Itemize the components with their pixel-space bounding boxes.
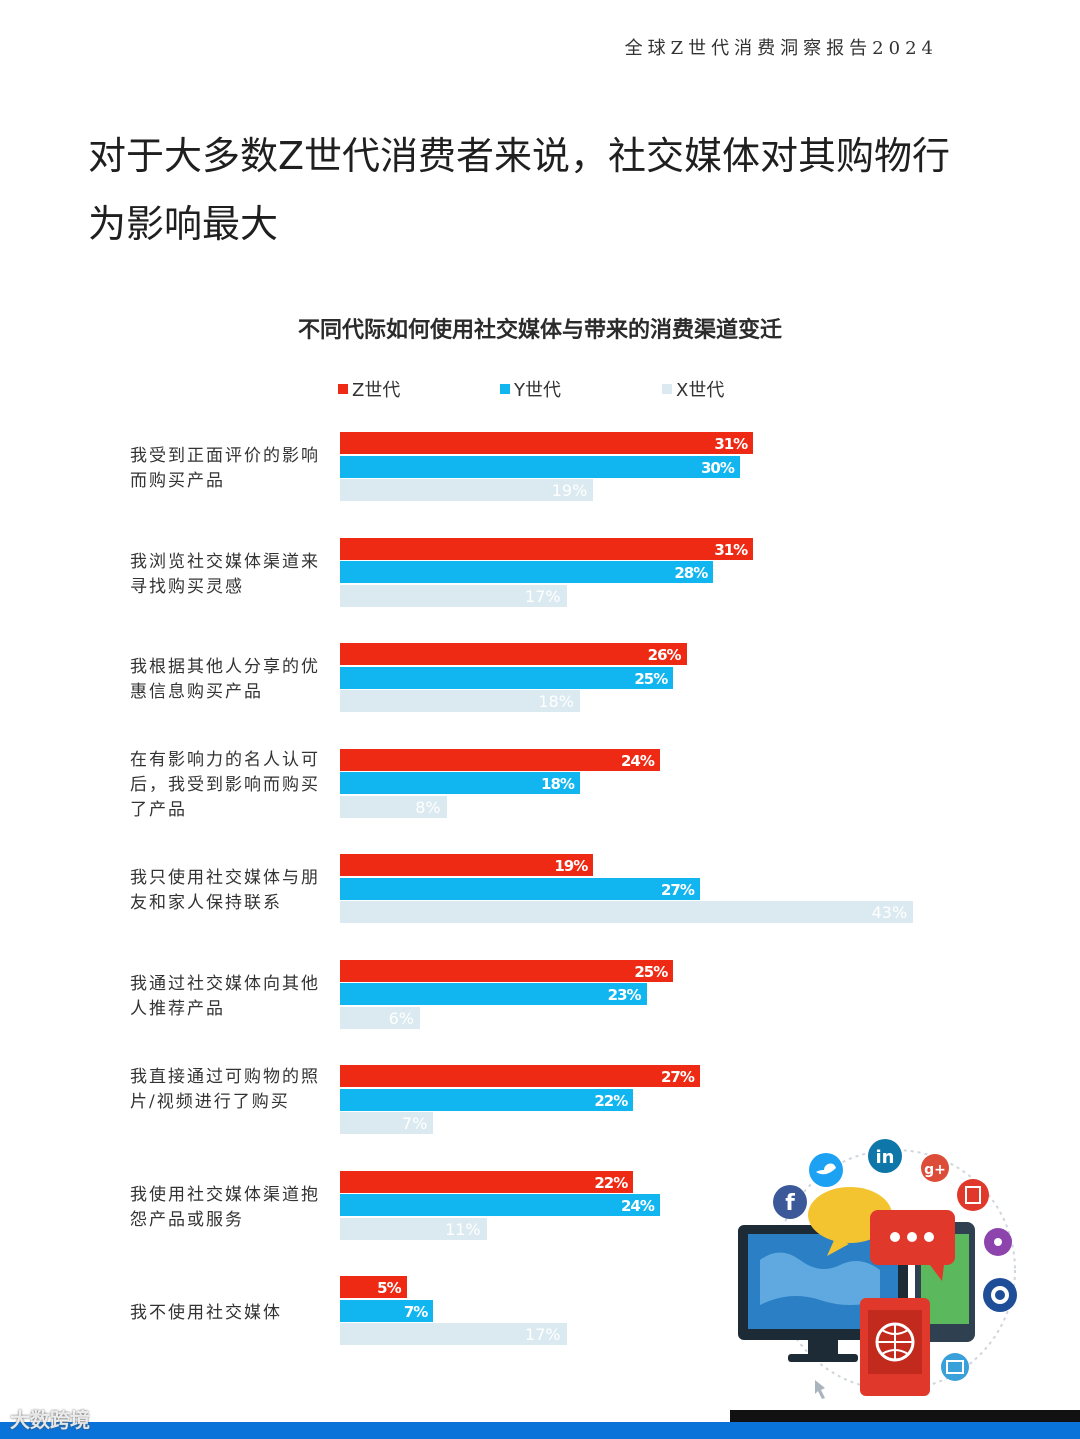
bar-8-0 <box>340 1276 407 1298</box>
bar-2-0 <box>340 643 687 665</box>
bar-7-2 <box>340 1217 487 1240</box>
footer-bar <box>0 1422 1080 1439</box>
bar-label-8-2: 17% <box>525 1325 561 1344</box>
legend-item-2: X世代 <box>662 376 724 402</box>
bar-label-3-0: 24% <box>621 751 655 770</box>
category-label-4: 我只使用社交媒体与朋友和家人保持联系 <box>130 868 320 913</box>
bar-label-6-0: 27% <box>661 1068 695 1086</box>
bar-3-2 <box>340 795 447 818</box>
category-label-1: 我浏览社交媒体渠道来寻找购买灵感 <box>130 551 320 597</box>
bar-1-0 <box>340 537 754 560</box>
svg-text:f: f <box>785 1191 795 1216</box>
bar-7-0 <box>340 1170 634 1193</box>
bar-label-0-1: 30% <box>700 458 735 477</box>
category-label-8: 我不使用社交媒体 <box>130 1302 282 1323</box>
svg-text:g+: g+ <box>924 1162 946 1178</box>
bar-0-1 <box>340 455 740 478</box>
bar-3-0 <box>340 748 660 771</box>
bar-label-1-2: 17% <box>525 586 561 606</box>
bar-label-5-0: 25% <box>634 962 668 981</box>
bar-5-2 <box>340 1006 420 1029</box>
bar-2-2 <box>340 690 580 712</box>
bar-5-0 <box>340 959 674 982</box>
bar-label-8-1: 7% <box>403 1302 428 1321</box>
bar-8-1 <box>340 1299 434 1322</box>
bar-6-1 <box>340 1088 634 1111</box>
bar-label-6-1: 22% <box>594 1091 628 1110</box>
bar-label-7-2: 11% <box>445 1219 481 1239</box>
bar-4-2 <box>340 901 914 923</box>
bar-1-2 <box>340 584 567 607</box>
bar-label-5-1: 23% <box>607 986 642 1004</box>
social-media-illustration: f in g+ <box>738 1139 1017 1399</box>
bar-label-6-2: 7% <box>401 1114 428 1133</box>
legend-item-1: Y世代 <box>500 376 561 402</box>
bar-label-4-2: 43% <box>871 903 908 922</box>
footer-dark-strip <box>730 1410 1080 1422</box>
bar-label-5-2: 6% <box>388 1008 414 1028</box>
legend-label-2: X世代 <box>676 380 725 401</box>
bar-label-1-0: 31% <box>714 540 748 559</box>
category-label-6: 我直接通过可购物的照片/视频进行了购买 <box>130 1066 320 1112</box>
bar-3-1 <box>340 772 580 794</box>
bar-8-2 <box>340 1323 567 1345</box>
chart-title: 不同代际如何使用社交媒体与带来的消费渠道变迁 <box>297 318 782 343</box>
bar-label-8-0: 5% <box>377 1279 401 1297</box>
bar-label-2-0: 26% <box>647 646 682 664</box>
category-label-7: 我使用社交媒体渠道抱怨产品或服务 <box>130 1184 320 1230</box>
bar-label-1-1: 28% <box>674 564 708 582</box>
bar-1-1 <box>340 561 714 583</box>
bar-7-1 <box>340 1194 660 1216</box>
category-label-0: 我受到正面评价的影响而购买产品 <box>130 446 320 491</box>
bar-6-0 <box>340 1065 700 1087</box>
category-label-5: 我通过社交媒体向其他人推荐产品 <box>130 973 320 1019</box>
bar-label-3-1: 18% <box>541 775 575 793</box>
watermark: 大数跨境 <box>10 1408 90 1432</box>
legend-swatch-1 <box>500 384 510 394</box>
bar-0-0 <box>340 432 754 454</box>
bar-4-0 <box>340 854 594 876</box>
legend-label-1: Y世代 <box>514 380 561 401</box>
bar-label-7-0: 22% <box>594 1173 628 1192</box>
legend-swatch-0 <box>338 384 348 394</box>
bar-label-4-0: 19% <box>554 857 588 875</box>
bar-2-1 <box>340 666 674 689</box>
bar-label-3-2: 8% <box>415 797 441 817</box>
bar-label-2-2: 18% <box>538 692 574 711</box>
bar-label-0-2: 19% <box>551 481 588 500</box>
bar-label-2-1: 25% <box>634 669 668 688</box>
legend-item-0: Z世代 <box>338 376 400 402</box>
legend-label-0: Z世代 <box>352 380 401 401</box>
bar-0-2 <box>340 479 594 501</box>
page-headline: 对于大多数Z世代消费者来说，社交媒体对其购物行为影响最大 <box>88 134 951 246</box>
bar-label-7-1: 24% <box>621 1197 655 1215</box>
bar-label-4-1: 27% <box>661 880 695 899</box>
bar-4-1 <box>340 877 700 900</box>
bar-label-0-0: 31% <box>714 435 748 453</box>
category-label-3: 在有影响力的名人认可后，我受到影响而购买了产品 <box>130 750 320 820</box>
bar-5-1 <box>340 983 647 1005</box>
report-header-title: 全球Z世代消费洞察报告2024 <box>624 38 938 59</box>
bar-6-2 <box>340 1112 434 1134</box>
legend-swatch-2 <box>662 384 672 394</box>
svg-text:in: in <box>876 1147 895 1168</box>
category-label-2: 我根据其他人分享的优惠信息购买产品 <box>130 657 320 702</box>
